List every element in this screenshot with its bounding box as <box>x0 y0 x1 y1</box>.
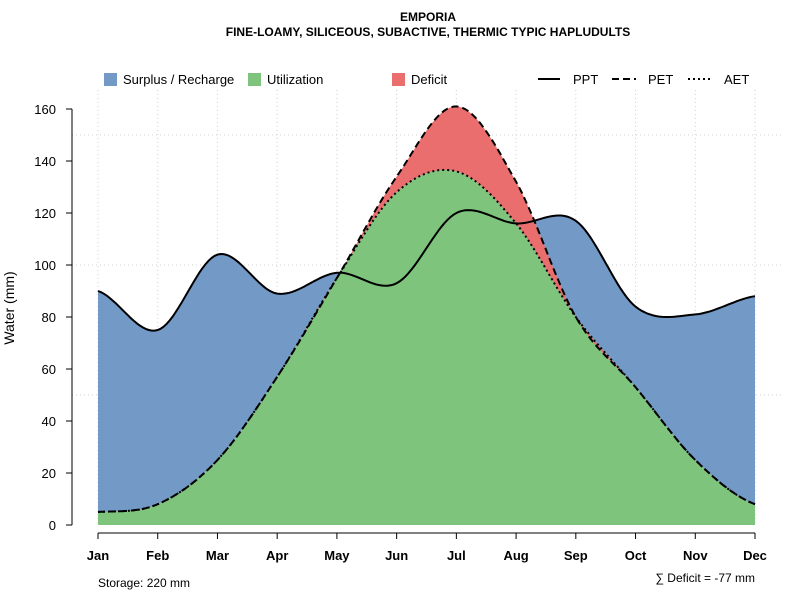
x-tick-label: Nov <box>683 548 708 563</box>
x-tick-label: Aug <box>503 548 528 563</box>
legend-label-surplus: Surplus / Recharge <box>123 72 234 87</box>
series-lines <box>97 105 756 513</box>
y-tick-label: 160 <box>34 102 56 117</box>
x-tick-label: Jun <box>385 548 408 563</box>
chart-subtitle: FINE-LOAMY, SILICEOUS, SUBACTIVE, THERMI… <box>226 25 630 39</box>
y-tick-label: 60 <box>42 362 56 377</box>
x-tick-label: May <box>324 548 350 563</box>
y-tick-label: 80 <box>42 310 56 325</box>
y-tick-label: 140 <box>34 154 56 169</box>
y-tick-label: 40 <box>42 414 56 429</box>
series-line-pet <box>97 105 756 513</box>
x-tick-label: Jul <box>447 548 466 563</box>
x-tick-label: Mar <box>206 548 229 563</box>
axes: 0 20 40 60 80 100 120 140 160 Jan Feb Mar Apr May Jun J… <box>34 102 767 563</box>
chart-title: EMPORIA <box>400 10 456 24</box>
legend-swatch-deficit <box>392 73 405 86</box>
series-line-ppt <box>97 209 756 332</box>
x-tick-label: Jan <box>87 548 109 563</box>
y-tick-label: 0 <box>49 518 56 533</box>
x-tick-label: Sep <box>564 548 588 563</box>
x-tick-label: Feb <box>146 548 169 563</box>
storage-annotation: Storage: 220 mm <box>98 576 190 590</box>
legend-label-deficit: Deficit <box>411 72 448 87</box>
y-tick-label: 20 <box>42 466 56 481</box>
x-tick-label: Oct <box>625 548 647 563</box>
deficit-annotation: ∑ Deficit = -77 mm <box>655 571 755 585</box>
legend-swatch-utilization <box>248 73 261 86</box>
legend: Surplus / Recharge Utilization Deficit P… <box>104 72 749 87</box>
utilization-area <box>98 169 755 525</box>
area-fills <box>98 106 755 525</box>
legend-label-pet: PET <box>648 72 673 87</box>
y-tick-label: 120 <box>34 206 56 221</box>
x-tick-label: Apr <box>266 548 288 563</box>
y-tick-label: 100 <box>34 258 56 273</box>
x-tick-label: Dec <box>743 548 767 563</box>
legend-label-aet: AET <box>724 72 749 87</box>
legend-label-utilization: Utilization <box>267 72 323 87</box>
y-axis-label: Water (mm) <box>1 271 17 344</box>
legend-swatch-surplus <box>104 73 117 86</box>
legend-label-ppt: PPT <box>573 72 598 87</box>
